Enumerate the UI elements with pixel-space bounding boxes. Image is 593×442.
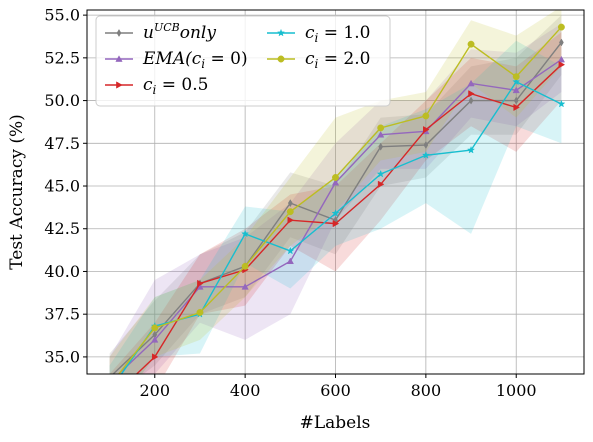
point-c-i-0-5 bbox=[151, 353, 159, 361]
point-c-i-2-0 bbox=[512, 73, 520, 81]
legend-marker bbox=[277, 55, 285, 63]
legend: uUCBonly EMA(ci = 0) ci = 0.5 ci = 1.0 ci = … bbox=[95, 15, 391, 107]
point-ema-c-i-0- bbox=[377, 131, 385, 138]
y-tick-label: 47.5 bbox=[44, 134, 80, 153]
y-tick-label: 52.5 bbox=[44, 48, 80, 67]
legend-item: uUCBonly bbox=[105, 21, 216, 43]
point-c-i-2-0 bbox=[286, 208, 294, 216]
legend-box bbox=[95, 15, 391, 107]
point-c-i-1-0 bbox=[331, 209, 340, 217]
y-tick-label: 35.0 bbox=[44, 347, 80, 366]
legend-label: EMA(ci = 0) bbox=[142, 49, 248, 71]
legend-label: ci = 0.5 bbox=[143, 75, 208, 97]
y-tick-label: 45.0 bbox=[44, 177, 80, 196]
point-c-i-0-5 bbox=[513, 103, 520, 112]
x-tick-label: 400 bbox=[230, 381, 261, 400]
point-c-i-1-0 bbox=[421, 151, 430, 159]
point-u-ucb-only bbox=[287, 199, 293, 208]
point-c-i-2-0 bbox=[467, 40, 475, 48]
legend-item: ci = 0.5 bbox=[105, 75, 208, 97]
band-c-i-1-0 bbox=[109, 40, 562, 374]
x-tick-label: 200 bbox=[139, 381, 170, 400]
point-ema-c-i-0- bbox=[331, 178, 340, 186]
y-tick-label: 42.5 bbox=[44, 219, 80, 238]
point-c-i-1-0 bbox=[106, 388, 113, 394]
point-c-i-1-0 bbox=[376, 169, 385, 178]
band-c-i-2-0 bbox=[109, 10, 562, 374]
point-c-i-0-5 bbox=[332, 219, 340, 228]
band-u-ucb-only bbox=[109, 15, 562, 374]
point-c-i-0-5 bbox=[377, 180, 385, 188]
point-c-i-2-0 bbox=[241, 262, 249, 270]
point-u-ucb-only bbox=[423, 140, 429, 150]
point-c-i-2-0 bbox=[106, 383, 112, 389]
point-c-i-2-0 bbox=[557, 23, 565, 31]
point-u-ucb-only bbox=[468, 96, 474, 105]
x-axis-ticks: 200 400 600 800 1000 bbox=[139, 374, 537, 400]
point-c-i-0-5 bbox=[558, 61, 566, 69]
point-c-i-1-0 bbox=[286, 246, 295, 255]
point-c-i-0-5 bbox=[468, 90, 475, 98]
x-tick-label: 800 bbox=[411, 381, 442, 400]
point-ema-c-i-0- bbox=[106, 379, 112, 385]
point-ema-c-i-0- bbox=[241, 283, 249, 290]
point-ema-c-i-0- bbox=[557, 55, 566, 63]
point-c-i-1-0 bbox=[557, 99, 566, 108]
legend-marker bbox=[115, 55, 123, 62]
point-u-ucb-only bbox=[513, 96, 519, 105]
point-c-i-0-5 bbox=[423, 125, 430, 134]
legend-marker bbox=[276, 28, 286, 37]
point-ema-c-i-0- bbox=[512, 86, 520, 94]
point-c-i-2-0 bbox=[196, 309, 204, 316]
point-c-i-0-5 bbox=[107, 396, 113, 402]
point-c-i-1-0 bbox=[241, 229, 250, 238]
legend-item: EMA(ci = 0) bbox=[105, 49, 248, 71]
x-tick-label: 600 bbox=[320, 381, 351, 400]
point-u-ucb-only bbox=[109, 373, 110, 374]
point-c-i-1-0 bbox=[466, 145, 476, 154]
legend-item: ci = 1.0 bbox=[267, 23, 370, 45]
point-ema-c-i-0- bbox=[467, 79, 475, 87]
y-tick-label: 40.0 bbox=[44, 262, 80, 281]
x-axis-label: #Labels bbox=[300, 413, 371, 433]
point-c-i-2-0 bbox=[422, 112, 430, 120]
point-u-ucb-only bbox=[559, 38, 564, 47]
point-ema-c-i-0- bbox=[151, 336, 159, 343]
point-c-i-2-0 bbox=[332, 174, 339, 181]
y-tick-label: 37.5 bbox=[44, 305, 80, 324]
legend-label: uUCBonly bbox=[143, 21, 216, 43]
series-lines bbox=[106, 23, 566, 402]
point-ema-c-i-0- bbox=[286, 257, 294, 265]
point-c-i-2-0 bbox=[151, 324, 159, 332]
x-tick-label: 1000 bbox=[496, 381, 537, 400]
legend-label: ci = 2.0 bbox=[305, 49, 370, 71]
point-c-i-2-0 bbox=[377, 124, 385, 132]
y-tick-label: 55.0 bbox=[44, 6, 80, 25]
y-axis-ticks: 35.0 37.5 40.0 42.5 45.0 47.5 50.0 52.5 55.0 bbox=[44, 6, 87, 366]
point-u-ucb-only bbox=[378, 142, 384, 151]
legend-marker bbox=[116, 81, 123, 89]
point-c-i-0-5 bbox=[287, 216, 295, 224]
point-c-i-1-0 bbox=[512, 77, 521, 86]
point-c-i-0-5 bbox=[197, 279, 204, 288]
y-tick-label: 50.0 bbox=[44, 91, 80, 110]
legend-marker bbox=[116, 28, 122, 38]
y-axis-label: Test Accuracy (%) bbox=[7, 114, 27, 270]
legend-label: ci = 1.0 bbox=[305, 23, 370, 45]
legend-item: ci = 2.0 bbox=[267, 49, 370, 71]
